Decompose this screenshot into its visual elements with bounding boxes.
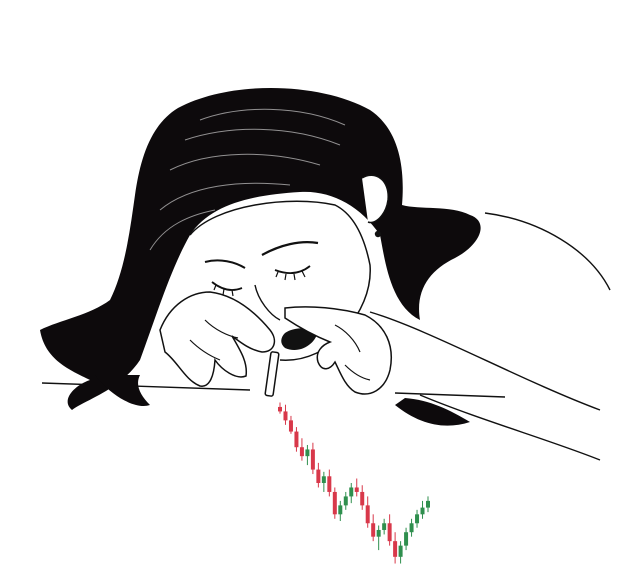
left-hand-finger-lines: [189, 319, 239, 361]
bullish-candle: [321, 476, 326, 483]
bullish-candle: [349, 487, 354, 497]
bullish-candle: [376, 529, 381, 537]
bullish-candle: [343, 496, 348, 506]
earring: [374, 230, 382, 238]
bullish-candle: [415, 514, 420, 524]
bearish-candle: [327, 476, 332, 492]
bearish-candle: [371, 523, 376, 537]
ear: [361, 174, 389, 224]
hair-lower-strands: [95, 375, 470, 426]
shoulder-line: [484, 212, 611, 291]
bearish-candle: [360, 491, 365, 506]
bearish-candle: [288, 420, 293, 432]
bullish-candle: [426, 500, 430, 508]
closed-right-eye: [274, 265, 311, 274]
bullish-candle: [338, 505, 343, 515]
bearish-candle: [278, 406, 282, 412]
rolled-straw: [264, 351, 280, 397]
bearish-candle: [283, 411, 288, 421]
nose: [254, 284, 281, 321]
right-hand-finger-lines: [334, 324, 371, 381]
hair-main: [40, 87, 481, 410]
bullish-candle: [404, 532, 409, 546]
right-hand: [284, 306, 392, 395]
left-eyebrow: [204, 259, 246, 269]
right-eyebrow: [261, 241, 319, 256]
hands: [159, 291, 392, 397]
right-arm-outline: [369, 311, 601, 461]
bullish-candle: [398, 545, 403, 557]
bullish-candle: [305, 449, 310, 457]
bearish-candle: [310, 449, 315, 470]
bearish-candle: [393, 541, 398, 557]
lips: [281, 328, 318, 351]
eyelashes: [213, 270, 306, 297]
hair: [40, 87, 481, 426]
bearish-candle: [294, 431, 299, 448]
candlestick-chart: [278, 402, 430, 564]
hair-highlights: [149, 108, 346, 251]
closed-left-eye: [211, 281, 243, 291]
bullish-candle: [382, 523, 387, 530]
bearish-candle: [387, 523, 392, 542]
bearish-candle: [299, 447, 304, 457]
table-edge-line: [41, 382, 506, 398]
bearish-candle: [332, 491, 337, 515]
bullish-candle: [409, 523, 414, 533]
bearish-candle: [354, 487, 359, 492]
bullish-candle: [420, 507, 425, 515]
bearish-candle: [365, 505, 370, 524]
bearish-candle: [316, 469, 321, 483]
